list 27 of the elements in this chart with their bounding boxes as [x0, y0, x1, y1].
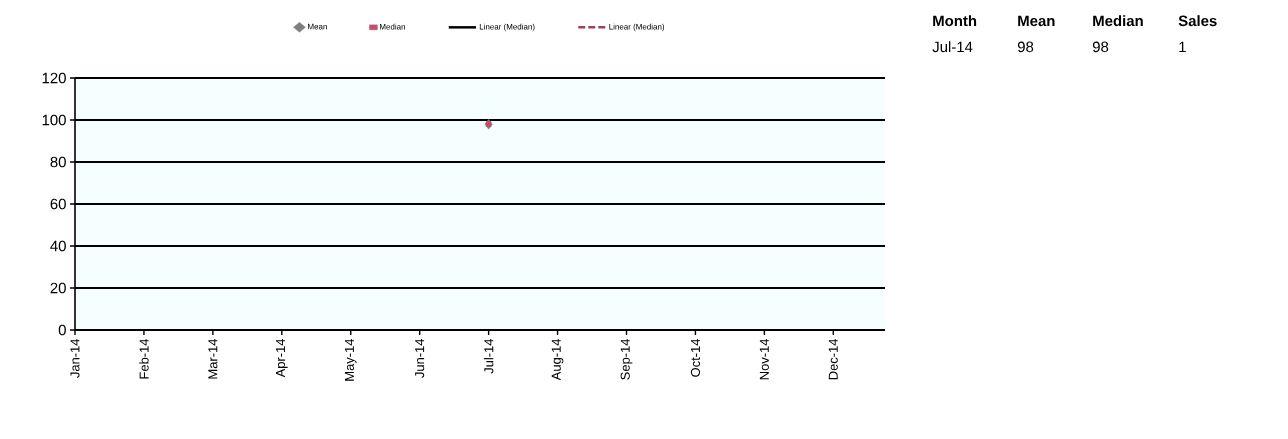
- x-tick-label: Apr-14: [276, 338, 288, 378]
- x-tick-label: Mar-14: [208, 338, 218, 379]
- x-tick-label: Oct-14: [690, 338, 701, 377]
- text: Sales: [1178, 15, 1217, 27]
- y-tick-label: 20: [50, 282, 66, 294]
- y-tick-label: 60: [50, 198, 66, 210]
- x-tick-label: Jan-14: [70, 338, 80, 378]
- y-tick-label: 40: [50, 240, 66, 252]
- x-tick-label: Jun-14: [415, 338, 425, 378]
- x-tick-label: Jul-14: [483, 338, 494, 374]
- text: Median: [1093, 15, 1143, 27]
- y-tick-label: 100: [42, 114, 66, 126]
- y-tick-label: 80: [50, 156, 66, 168]
- text: 98: [1017, 41, 1034, 53]
- x-tick-label: Aug-14: [551, 338, 564, 381]
- y-tick-label: 120: [42, 72, 66, 84]
- text: Month: [933, 15, 977, 27]
- x-tick-label: Nov-14: [759, 338, 769, 380]
- text: Jul-14: [932, 41, 973, 53]
- x-tick-label: Dec-14: [828, 338, 838, 380]
- text: 1: [1179, 41, 1186, 52]
- x-tick-label: Feb-14: [139, 338, 149, 379]
- y-tick-label: 0: [58, 324, 66, 336]
- text: 98: [1092, 41, 1109, 53]
- text: Mean: [1018, 15, 1055, 27]
- x-tick-label: May-14: [344, 338, 357, 381]
- x-tick-label: Sep-14: [620, 338, 633, 380]
